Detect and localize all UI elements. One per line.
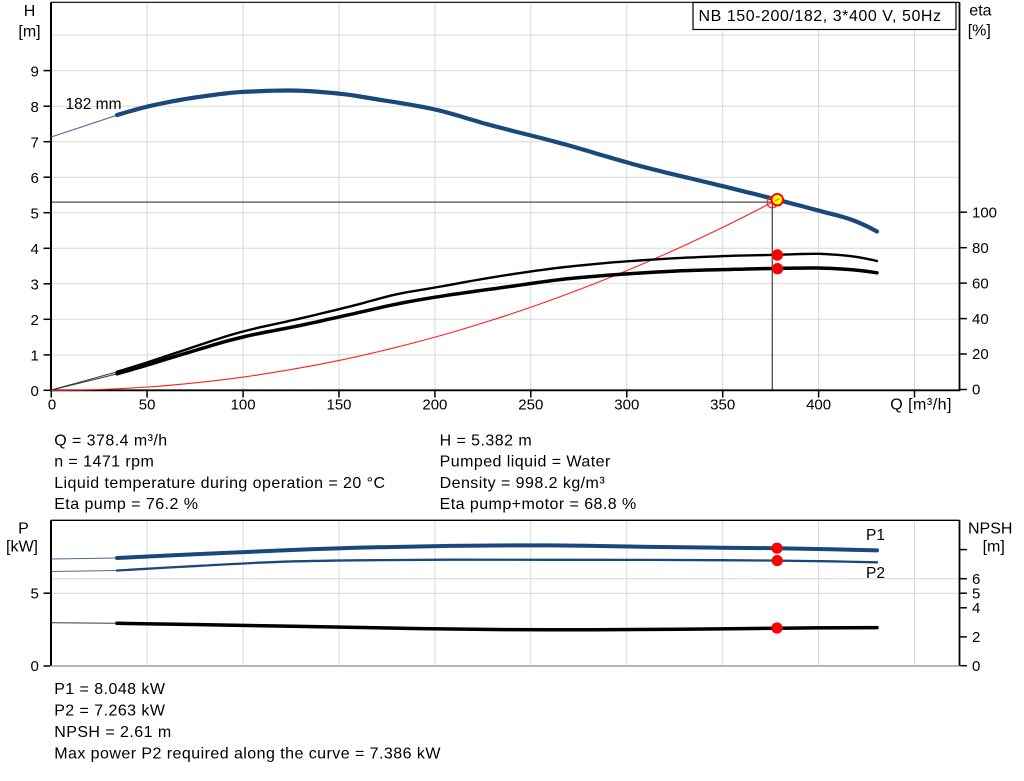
svg-text:[%]: [%]: [968, 23, 991, 40]
svg-text:60: 60: [972, 275, 989, 292]
svg-text:Max power P2 required along th: Max power P2 required along the curve = …: [54, 746, 441, 763]
svg-text:5: 5: [30, 206, 38, 223]
svg-text:0: 0: [48, 397, 56, 414]
svg-text:P2 = 7.263 kW: P2 = 7.263 kW: [54, 703, 166, 720]
svg-text:1: 1: [30, 348, 38, 365]
svg-text:8: 8: [30, 99, 38, 116]
svg-text:Density = 998.2 kg/m³: Density = 998.2 kg/m³: [440, 475, 606, 492]
svg-text:7: 7: [30, 135, 38, 152]
svg-text:6: 6: [972, 571, 980, 588]
svg-text:[m]: [m]: [18, 23, 40, 40]
svg-text:3: 3: [30, 277, 38, 294]
svg-text:2: 2: [30, 312, 38, 329]
svg-text:150: 150: [326, 397, 351, 414]
svg-text:200: 200: [422, 397, 447, 414]
svg-text:182 mm: 182 mm: [66, 96, 122, 113]
svg-text:P: P: [18, 521, 29, 538]
svg-text:P2: P2: [866, 565, 885, 582]
svg-text:100: 100: [231, 397, 256, 414]
svg-text:Q = 378.4 m³/h: Q = 378.4 m³/h: [54, 432, 167, 449]
svg-text:[kW]: [kW]: [6, 539, 38, 556]
svg-text:4: 4: [30, 241, 38, 258]
svg-text:80: 80: [972, 240, 989, 257]
svg-text:5: 5: [972, 585, 980, 602]
svg-text:n = 1471 rpm: n = 1471 rpm: [54, 454, 154, 471]
svg-text:H = 5.382 m: H = 5.382 m: [440, 432, 533, 449]
svg-text:9: 9: [30, 63, 38, 80]
svg-text:0: 0: [30, 658, 38, 675]
svg-text:350: 350: [710, 397, 735, 414]
svg-text:50: 50: [139, 397, 156, 414]
svg-text:NPSH = 2.61 m: NPSH = 2.61 m: [54, 724, 171, 741]
svg-text:0: 0: [972, 382, 980, 399]
svg-text:2: 2: [972, 629, 980, 646]
svg-text:4: 4: [972, 600, 980, 617]
svg-text:20: 20: [972, 346, 989, 363]
svg-text:P1 = 8.048 kW: P1 = 8.048 kW: [54, 681, 166, 698]
svg-text:0: 0: [30, 383, 38, 400]
svg-text:100: 100: [972, 204, 997, 221]
svg-text:Q [m³/h]: Q [m³/h]: [890, 396, 952, 413]
svg-text:eta: eta: [969, 2, 991, 19]
svg-text:300: 300: [614, 397, 639, 414]
svg-text:Eta pump = 76.2 %: Eta pump = 76.2 %: [54, 496, 198, 513]
svg-text:6: 6: [30, 170, 38, 187]
svg-text:0: 0: [972, 658, 980, 675]
svg-text:H: H: [24, 3, 36, 20]
svg-text:250: 250: [518, 397, 543, 414]
svg-text:Pumped liquid = Water: Pumped liquid = Water: [440, 454, 611, 471]
svg-text:40: 40: [972, 311, 989, 328]
svg-text:5: 5: [30, 585, 38, 602]
svg-text:Liquid temperature during oper: Liquid temperature during operation = 20…: [54, 475, 385, 492]
svg-text:Eta pump+motor = 68.8 %: Eta pump+motor = 68.8 %: [440, 496, 637, 513]
svg-text:NPSH: NPSH: [968, 521, 1012, 538]
svg-text:400: 400: [806, 397, 831, 414]
svg-text:P1: P1: [866, 527, 885, 544]
svg-text:NB 150-200/182, 3*400 V, 50Hz: NB 150-200/182, 3*400 V, 50Hz: [699, 8, 942, 25]
svg-text:[m]: [m]: [983, 539, 1005, 556]
